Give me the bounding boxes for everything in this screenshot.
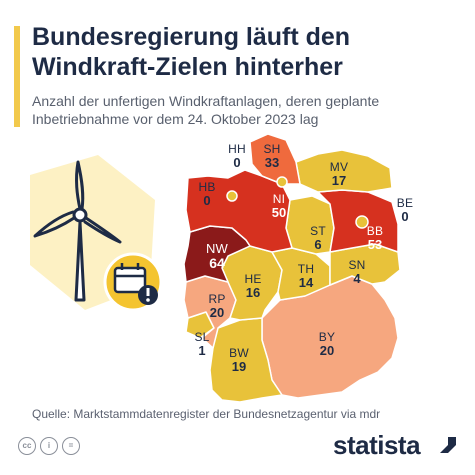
state-label-th: TH 14	[290, 262, 322, 290]
state-shape-ni[interactable]	[185, 169, 293, 253]
state-label-bb: BB 53	[358, 224, 392, 252]
state-value: 19	[231, 359, 247, 374]
state-value: 64	[209, 255, 225, 271]
state-abbr: RP	[208, 292, 226, 306]
state-label-nw: NW 64	[198, 241, 236, 271]
state-abbr: MV	[329, 160, 349, 174]
cc-icon[interactable]: cc	[18, 437, 36, 455]
state-label-be: BE 0	[390, 196, 420, 224]
state-label-sh: SH 33	[258, 142, 286, 170]
state-abbr: HH	[228, 142, 246, 156]
state-label-bw: BW 19	[222, 346, 256, 374]
state-abbr: NW	[205, 241, 229, 256]
state-label-mv: MV 17	[322, 160, 356, 188]
attribution-icon[interactable]: i	[40, 437, 58, 455]
state-value: 53	[367, 237, 383, 252]
state-value: 4	[353, 271, 361, 286]
state-abbr: TH	[297, 262, 315, 276]
state-value: 0	[401, 209, 409, 224]
state-value: 1	[198, 343, 206, 358]
state-value: 0	[203, 193, 211, 208]
state-label-sn: SN 4	[342, 258, 372, 286]
state-abbr: SL	[194, 330, 210, 344]
state-abbr: BB	[366, 224, 384, 238]
state-abbr: SH	[263, 142, 281, 156]
state-label-hb: HB 0	[192, 180, 222, 208]
source-note: Quelle: Marktstammdatenregister der Bund…	[32, 407, 381, 421]
page-subtitle: Anzahl der unfertigen Windkraftanlagen, …	[32, 93, 380, 127]
state-shape-mv[interactable]	[295, 149, 393, 193]
accent-bar	[14, 26, 20, 127]
statista-mark-icon	[440, 437, 456, 453]
state-value: 16	[245, 285, 261, 300]
state-abbr: ST	[310, 224, 326, 238]
state-label-by: BY 20	[310, 330, 344, 358]
state-value: 17	[331, 173, 347, 188]
state-label-hh: HH 0	[222, 142, 252, 170]
state-shape-be[interactable]	[355, 215, 369, 229]
state-value: 33	[264, 155, 280, 170]
state-abbr: BW	[229, 346, 249, 360]
state-abbr: NI	[272, 192, 286, 206]
state-shape-sh[interactable]	[249, 133, 301, 185]
brand-logo[interactable]: statista	[333, 430, 421, 460]
license-icons: cc i =	[18, 437, 80, 455]
state-label-he: HE 16	[238, 272, 268, 300]
page-title: Bundesregierung läuft den Windkraft-Ziel…	[32, 23, 351, 81]
no-derivatives-icon[interactable]: =	[62, 437, 80, 455]
state-shape-hh[interactable]	[276, 176, 288, 188]
state-abbr: BE	[396, 196, 414, 210]
state-label-ni: NI 50	[262, 192, 296, 220]
state-abbr: BY	[318, 330, 336, 344]
state-value: 20	[319, 343, 335, 358]
state-abbr: SN	[348, 258, 366, 272]
state-value: 0	[233, 155, 241, 170]
state-value: 14	[298, 275, 314, 290]
state-abbr: HB	[198, 180, 216, 194]
state-value: 50	[271, 205, 287, 220]
state-shape-hb[interactable]	[226, 190, 238, 202]
state-label-st: ST 6	[304, 224, 332, 252]
state-label-rp: RP 20	[202, 292, 232, 320]
state-value: 6	[314, 237, 322, 252]
state-shape-bw[interactable]	[209, 317, 283, 403]
state-abbr: HE	[244, 272, 262, 286]
state-label-sl: SL 1	[190, 330, 214, 358]
state-value: 20	[209, 305, 225, 320]
